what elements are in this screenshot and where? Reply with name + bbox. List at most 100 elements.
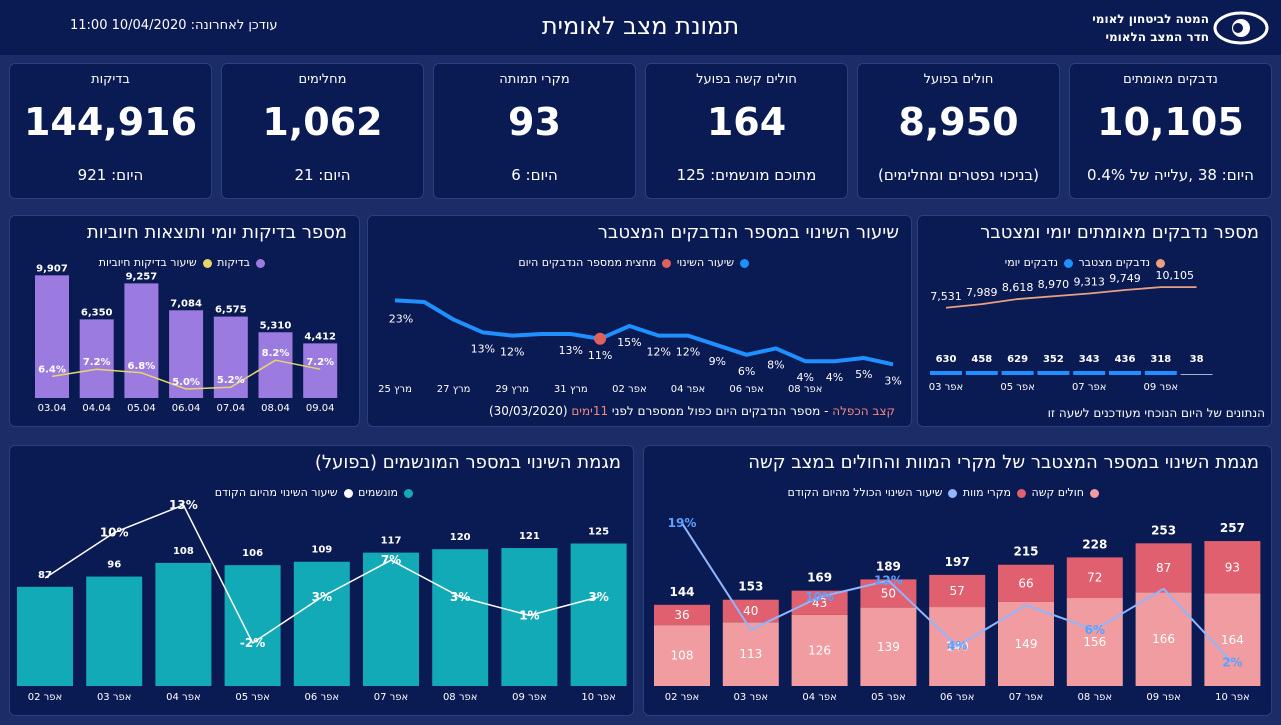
test-bar-label: 6,575 — [215, 305, 247, 316]
chart-title: מספר בדיקות יומי ותוצאות חיוביות — [86, 222, 347, 243]
x-tick-label: אפר 08 — [788, 384, 823, 395]
change-rate-label: 4% — [947, 639, 967, 653]
total-label: 189 — [876, 559, 901, 573]
daily-label: 352 — [1043, 354, 1064, 365]
x-tick-label: אפר 02 — [665, 692, 700, 703]
cumulative-label: 7,531 — [930, 290, 962, 303]
test-bar — [213, 316, 248, 398]
x-tick-label: אפר 04 — [802, 692, 837, 703]
legend-label: נדבקים מצטבר — [1078, 256, 1150, 269]
positive-rate-line — [51, 359, 321, 390]
legend-dot — [740, 258, 749, 268]
ventilated-bar — [224, 565, 281, 686]
test-bar — [258, 332, 293, 398]
chart-title: מגמת השינוי במספר המונשמים (בפועל) — [314, 452, 621, 473]
legend-label: מקרי מוות — [962, 486, 1012, 499]
header-bar: עודכן לאחרונה: 10/04/2020 11:00 תמונת מצ… — [0, 0, 1281, 55]
daily-bar — [930, 371, 962, 375]
growth-rate-label: 4% — [796, 371, 813, 384]
x-tick-label: אפר 07 — [374, 692, 409, 703]
x-tick-label: אפר 07 — [1009, 692, 1044, 703]
eye-logo-icon — [1213, 11, 1269, 45]
logo-line1: המטה לביטחון לאומי — [1092, 12, 1209, 26]
kpi-card-confirmed: נדבקים מאומתים 10,105 היום: 38 ,עלייה של… — [1069, 63, 1272, 199]
test-bar-label: 4,412 — [304, 331, 336, 342]
total-label: 215 — [1013, 545, 1038, 559]
x-tick-label: מרץ 27 — [437, 384, 471, 395]
cumulative-line — [945, 286, 1197, 309]
growth-rate-label: 12% — [676, 346, 700, 359]
deaths-label: 93 — [1225, 560, 1240, 574]
x-tick-label: אפר 04 — [671, 384, 706, 395]
growth-rate-label: 9% — [709, 355, 726, 368]
ventilated-chart-panel: מגמת השינוי במספר המונשמים (בפועל) מונשמ… — [9, 445, 634, 716]
x-tick-label: 09.04 — [306, 403, 335, 414]
legend-label: חולים קשה — [1031, 486, 1084, 499]
doubling-text: - מספר הנדבקים היום כפול ממספרם לפני — [608, 404, 833, 418]
cumulative-label: 10,105 — [1156, 269, 1195, 282]
legend-dot — [256, 258, 265, 268]
kpi-label: בדיקות — [91, 72, 130, 87]
change-rate-label: -2% — [240, 636, 265, 650]
ventilated-bar-label: 108 — [173, 546, 194, 557]
x-tick-label: אפר 06 — [940, 692, 975, 703]
legend-dot — [343, 488, 353, 498]
daily-bar — [1037, 371, 1070, 375]
positive-rate-label: 7.2% — [83, 357, 111, 368]
daily-bar — [1001, 371, 1034, 375]
kpi-value: 8,950 — [898, 100, 1019, 144]
test-bar-label: 5,310 — [260, 320, 292, 331]
daily-label: 630 — [936, 354, 957, 365]
doubling-label: קצב הכפלה — [832, 404, 895, 418]
deaths-bar — [722, 599, 779, 623]
change-rate-label: 7% — [381, 553, 401, 567]
legend-label: נדבקים יומי — [1004, 256, 1058, 269]
test-bar — [124, 283, 159, 398]
growth-rate-label: 8% — [767, 358, 784, 371]
deaths-bar — [791, 590, 848, 615]
cumulative-label: 9,749 — [1109, 272, 1141, 285]
page-title: תמונת מצב לאומית — [541, 12, 740, 40]
kpi-sub: היום: 21 — [294, 166, 351, 184]
x-tick-label: אפר 09 — [1146, 692, 1181, 703]
growth-rate-label: 6% — [738, 365, 755, 378]
last-updated: עודכן לאחרונה: 10/04/2020 11:00 — [70, 18, 278, 33]
severe-deaths-chart-panel: מגמת השינוי במספר המצטבר של מקרי המוות ו… — [643, 445, 1272, 716]
daily-label: 436 — [1115, 354, 1136, 365]
total-label: 153 — [738, 580, 763, 594]
x-tick-label: אפר 08 — [443, 692, 478, 703]
growth-rate-chart-svg: 23% 13% 12% 13% 11% 15% 12% 12% 9% 6% 8% 4% 4% 5% 3% מר… — [378, 298, 902, 395]
growth-rate-label: 11% — [588, 349, 612, 362]
deaths-bar — [1066, 557, 1123, 599]
change-rate-label: 19% — [668, 516, 697, 530]
x-tick-label: אפר 09 — [512, 692, 547, 703]
total-label: 169 — [807, 571, 832, 585]
test-bar — [79, 319, 114, 398]
x-tick-label: אפר 02 — [612, 384, 647, 395]
logo: המטה לביטחון לאומי חדר המצב הלאומי — [1092, 6, 1271, 50]
ventilated-bar-label: 87 — [38, 570, 52, 581]
deaths-label: 50 — [881, 587, 896, 601]
legend-dot — [948, 488, 958, 498]
growth-rate-label: 13% — [471, 342, 495, 355]
x-tick-label: אפר 02 — [28, 692, 63, 703]
kpi-card-tests: בדיקות 144,916 היום: 921 — [9, 63, 212, 199]
kpi-card-severe: חולים קשה בפועל 164 מתוכם מונשמים: 125 — [645, 63, 848, 199]
ventilated-bar — [363, 552, 419, 686]
ventilated-bar-label: 120 — [450, 532, 471, 543]
growth-rate-label: 12% — [646, 346, 670, 359]
deaths-bar — [1204, 541, 1261, 594]
kpi-value: 164 — [706, 100, 787, 144]
ventilated-bar-label: 96 — [107, 560, 121, 571]
legend-dot — [404, 488, 413, 498]
severe-bar — [722, 622, 779, 686]
daily-bar — [965, 371, 998, 375]
legend-label: בדיקות — [217, 256, 250, 269]
deaths-bar — [654, 604, 710, 626]
x-tick-label: 07.04 — [216, 403, 245, 414]
growth-rate-label: 15% — [617, 336, 641, 349]
change-rate-label: 10% — [100, 526, 129, 540]
chart-title: מספר נדבקים מאומתים יומי ומצטבר — [980, 222, 1259, 243]
daily-label: 343 — [1079, 354, 1100, 365]
